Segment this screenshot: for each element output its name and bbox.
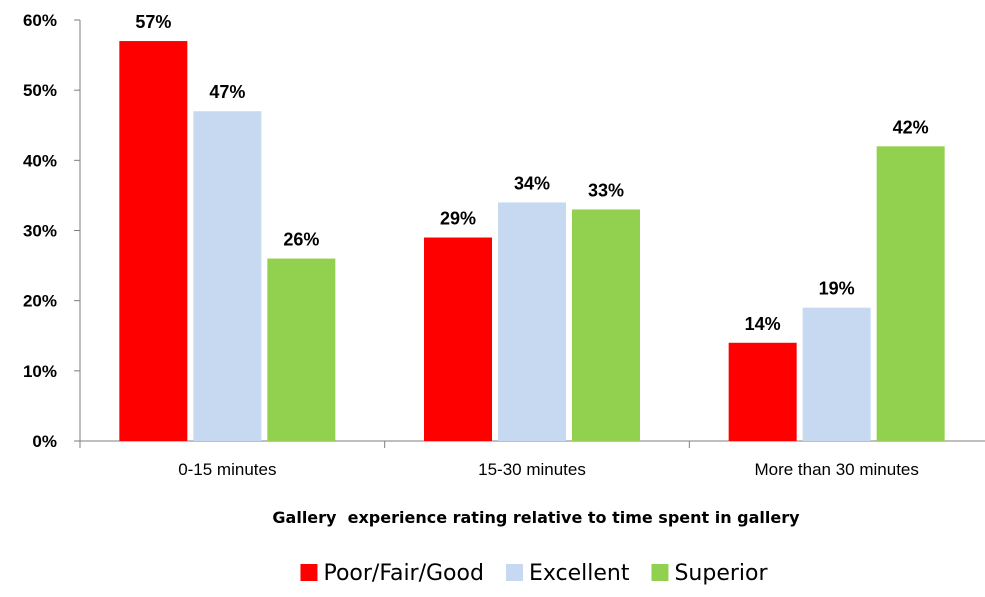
legend-swatch xyxy=(505,564,523,581)
bar xyxy=(119,41,188,442)
data-label: 14% xyxy=(745,314,781,334)
bar xyxy=(498,202,566,441)
bar xyxy=(802,307,871,441)
data-label: 26% xyxy=(283,230,319,250)
data-label: 57% xyxy=(135,12,171,32)
x-axis-title: Gallery experience rating relative to ti… xyxy=(272,508,800,527)
x-axis: 0-15 minutes 15-30 minutes More than 30 mi… xyxy=(79,440,985,479)
x-category-label: 15-30 minutes xyxy=(478,460,586,479)
y-tick-label: 20% xyxy=(23,292,57,311)
data-label: 33% xyxy=(588,180,624,200)
bar xyxy=(424,237,492,441)
data-label: 47% xyxy=(209,82,245,102)
data-label: 42% xyxy=(893,117,929,137)
bar xyxy=(728,342,797,441)
y-tick-label: 50% xyxy=(23,81,57,100)
data-label: 29% xyxy=(440,209,476,229)
y-tick-label: 60% xyxy=(23,11,57,30)
bar xyxy=(572,209,640,441)
legend-swatch xyxy=(651,564,669,581)
legend-label: Excellent xyxy=(529,561,630,586)
data-labels: 57% 47% 26% 29% 34% 33% 14% 19% 42% xyxy=(135,12,928,334)
legend-label: Poor/Fair/Good xyxy=(323,561,483,586)
bar xyxy=(267,258,336,441)
y-tick-label: 40% xyxy=(23,151,57,170)
bar xyxy=(876,146,945,442)
y-tick-label: 30% xyxy=(23,222,57,241)
x-category-label: 0-15 minutes xyxy=(178,460,276,479)
bars xyxy=(119,41,945,442)
y-tick-label: 0% xyxy=(32,432,57,451)
y-tick-label: 10% xyxy=(23,362,57,381)
legend-label: Superior xyxy=(674,561,768,586)
data-label: 34% xyxy=(514,173,550,193)
legend-swatch xyxy=(300,564,318,581)
legend: Poor/Fair/Good Excellent Superior xyxy=(300,561,768,586)
bar xyxy=(193,111,262,441)
y-axis: 0% 10% 20% 30% 40% 50% 60% xyxy=(23,11,81,451)
data-label: 19% xyxy=(819,279,855,299)
x-category-label: More than 30 minutes xyxy=(754,460,918,479)
